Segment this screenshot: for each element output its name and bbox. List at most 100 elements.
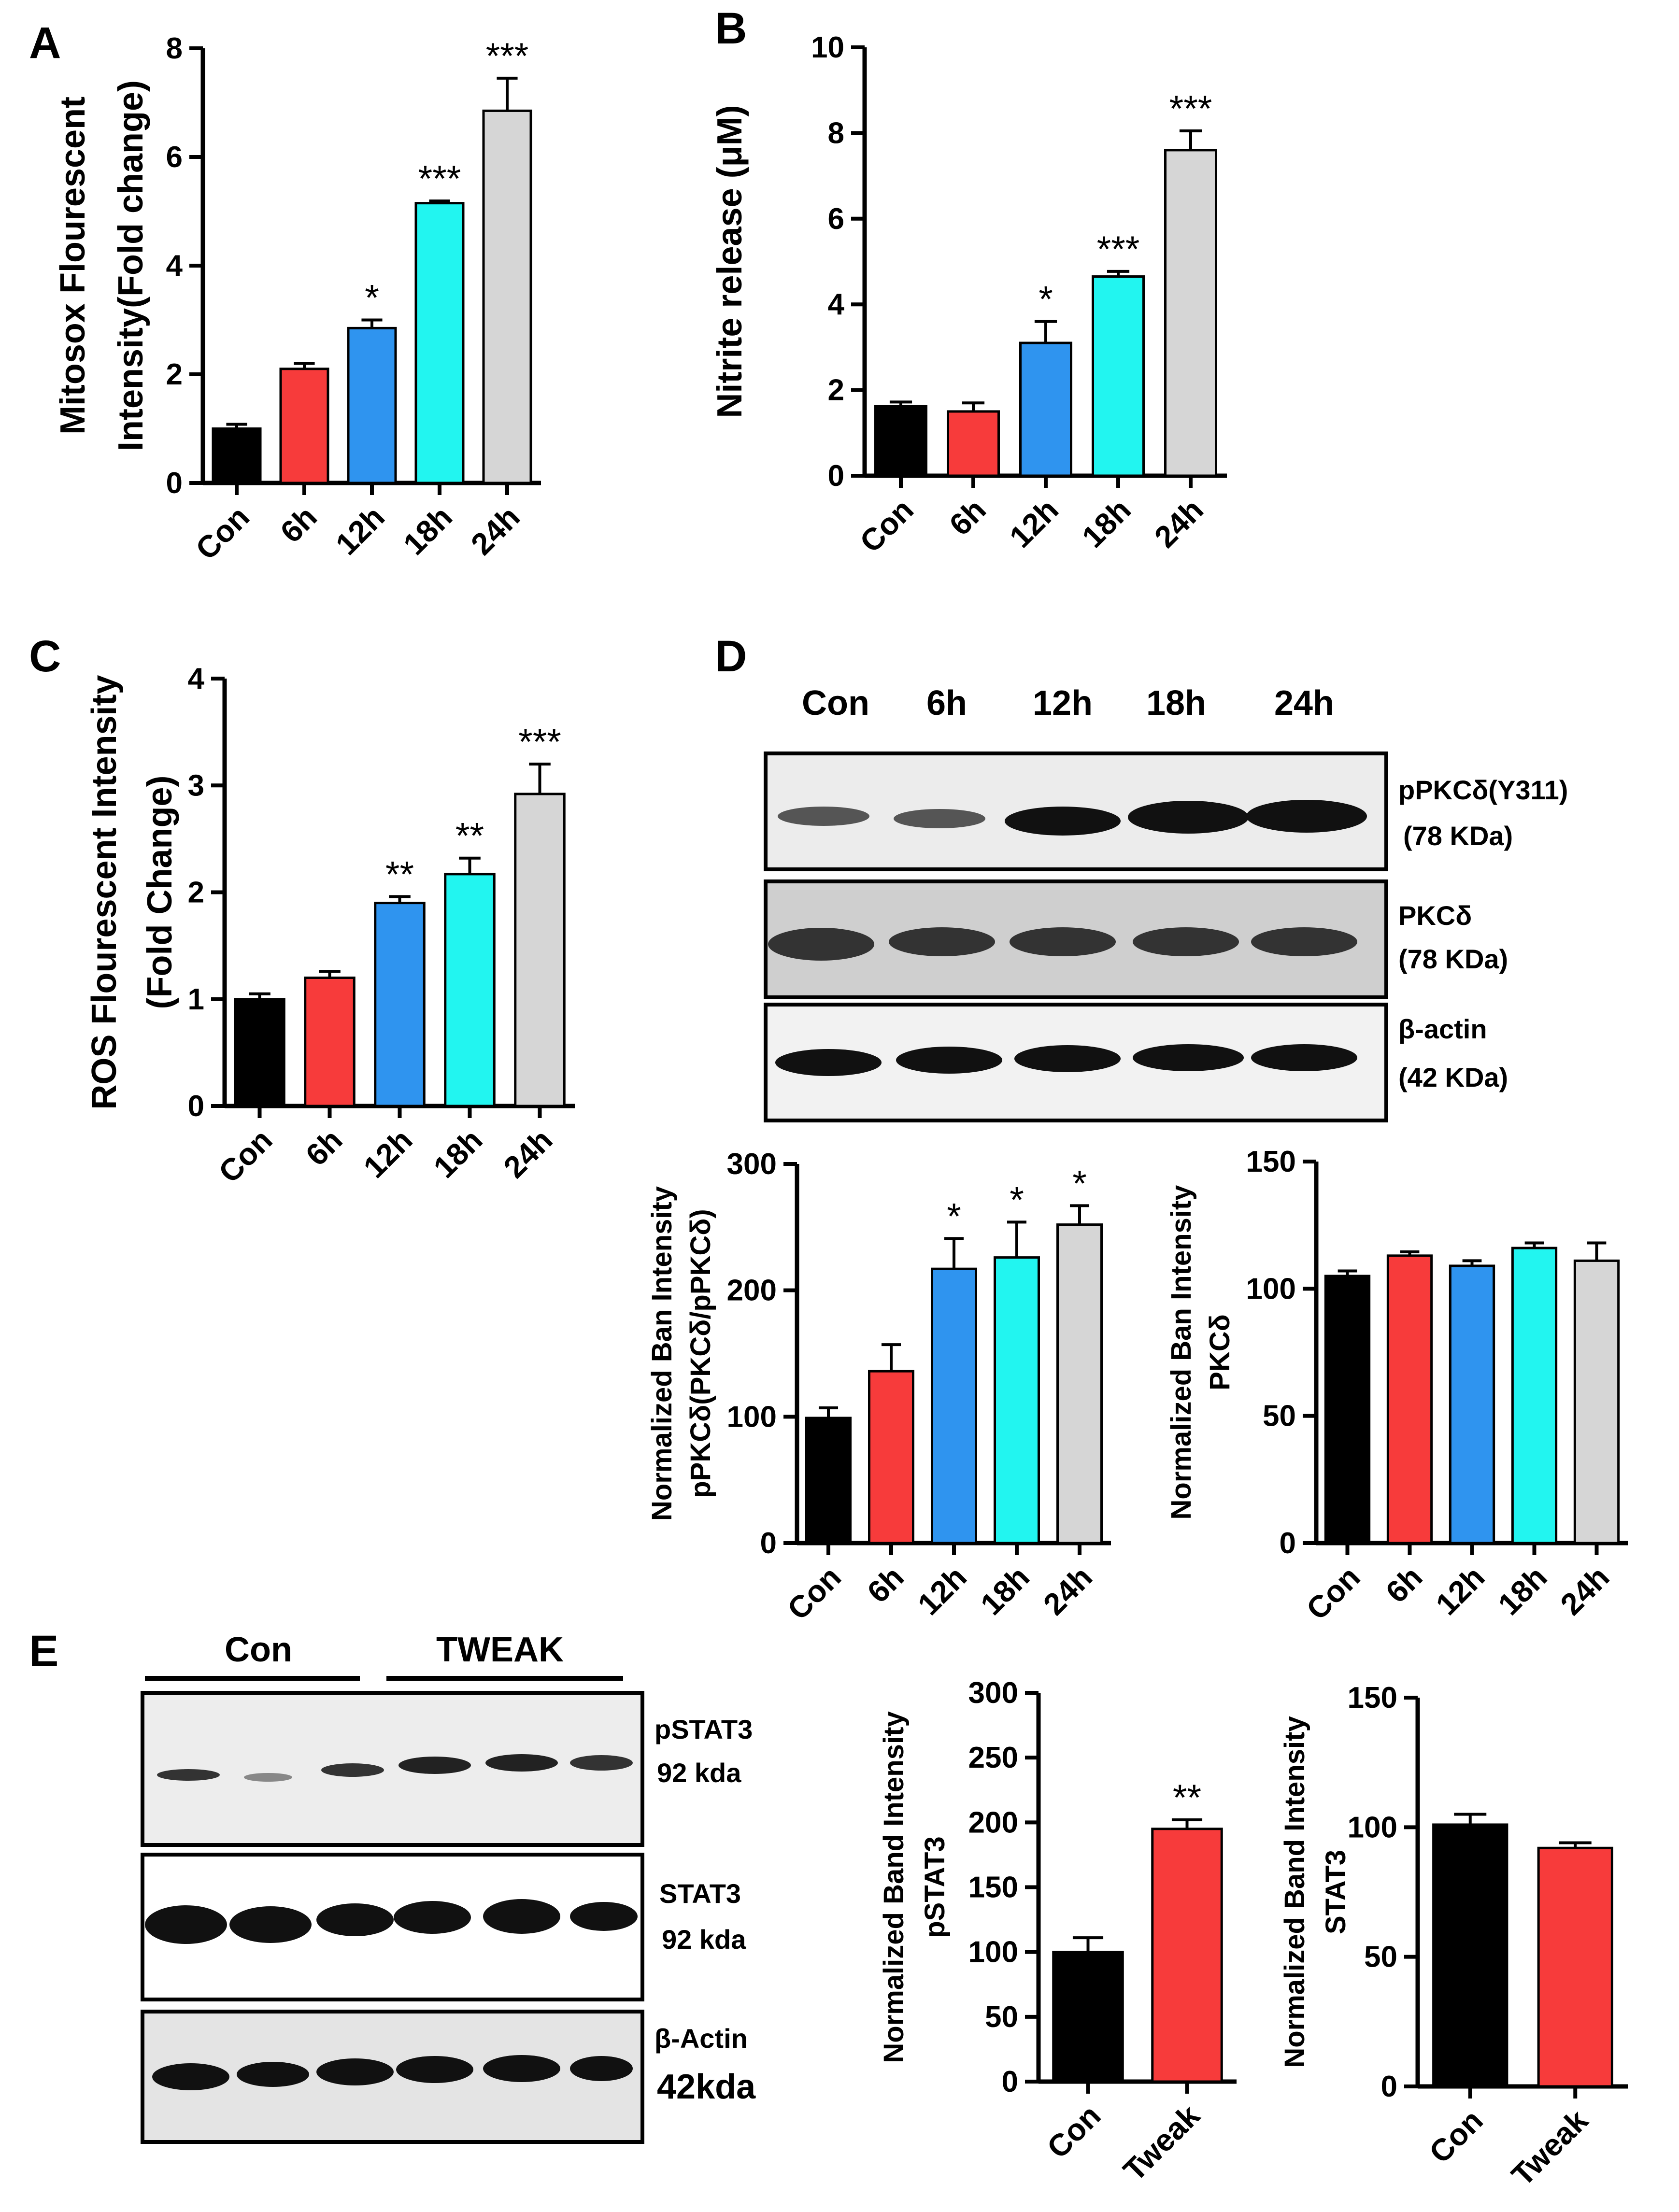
x-tick-label: Tweak	[1116, 2098, 1206, 2188]
bar	[374, 902, 426, 1107]
blot-band	[778, 807, 869, 826]
chart-d-pkc: 0 50 100 150 Normalized Ban Intensity PKCδ Con…	[1166, 1145, 1628, 1627]
panel-letter-d: D	[715, 632, 747, 681]
y-axis-label: (Fold Change)	[141, 776, 179, 1009]
blot-band	[1251, 927, 1357, 956]
blot-band	[398, 1757, 471, 1774]
blot-band	[396, 2056, 473, 2083]
blot-band	[1128, 801, 1249, 834]
bar	[234, 998, 285, 1107]
bar	[1537, 1846, 1613, 2088]
x-tick-label: 12h	[357, 1122, 419, 1185]
y-tick-label: 10	[811, 31, 844, 64]
y-tick-label: 6	[828, 202, 844, 236]
blot-band	[394, 1901, 471, 1934]
x-tick-label: 24h	[1554, 1560, 1616, 1622]
y-tick-label: 0	[188, 1090, 204, 1123]
x-tick-label: 18h	[397, 499, 459, 562]
bar	[994, 1256, 1040, 1545]
x-tick-label: 24h	[1037, 1560, 1099, 1622]
significance-label: **	[1173, 1777, 1201, 1818]
y-tick-label: 6	[166, 141, 183, 174]
significance-label: ***	[518, 722, 561, 763]
y-tick-label: 50	[1364, 1941, 1397, 1974]
blot-e-row-size: 92 kda	[657, 1758, 741, 1788]
x-tick-label: 24h	[497, 1122, 559, 1185]
bar	[947, 410, 1000, 477]
y-axis-label: ROS Flourescent Intensity	[85, 675, 124, 1109]
blot-d-lane-label: Con	[802, 684, 869, 723]
x-tick-label: 6h	[860, 1560, 911, 1610]
y-axis-label: Normalized Ban Intensity	[646, 1186, 678, 1521]
bar	[444, 873, 496, 1107]
bar	[1432, 1823, 1508, 2088]
blot-band	[1251, 1044, 1357, 1071]
blot-e-row-label: STAT3	[659, 1878, 741, 1909]
blot-band	[1246, 800, 1367, 833]
bar	[874, 405, 927, 477]
x-tick-label: 24h	[464, 499, 526, 562]
y-tick-label: 150	[968, 1871, 1018, 1904]
blot-band	[570, 2056, 633, 2081]
bar	[931, 1267, 977, 1545]
blot-d-row-label: PKCδ	[1398, 900, 1472, 931]
blot-band	[775, 1049, 882, 1076]
blot-band	[570, 1902, 638, 1931]
blot-band	[485, 1754, 558, 1772]
bar	[1386, 1254, 1433, 1545]
x-tick-label: 6h	[299, 1122, 349, 1173]
x-tick-label: 12h	[1003, 492, 1065, 554]
y-tick-label: 200	[968, 1806, 1018, 1839]
blot-band	[1133, 1044, 1244, 1071]
x-tick-label: 12h	[911, 1560, 973, 1622]
x-tick-label: 6h	[1379, 1560, 1429, 1610]
chart-e-pstat3: 0 50 100 150 200 250 300 Normalized Band Intens…	[878, 1676, 1237, 2188]
x-tick-label: 24h	[1148, 492, 1210, 554]
y-tick-label: 200	[727, 1274, 777, 1307]
blot-d-row-label: β-actin	[1398, 1014, 1487, 1044]
significance-label: ***	[486, 36, 529, 77]
blot-e-row-size: 42kda	[657, 2068, 756, 2106]
y-tick-label: 1	[188, 983, 204, 1016]
bar	[805, 1417, 852, 1545]
chart-a-mitosox: 0 2 4 6 8 Mitosox Flourescent Intensity(Fold c…	[54, 32, 541, 567]
blot-band	[1010, 927, 1116, 956]
significance-label: *	[1010, 1179, 1024, 1220]
y-tick-label: 0	[1002, 2065, 1018, 2099]
bar	[414, 202, 465, 484]
bar	[514, 793, 566, 1107]
bar	[1092, 275, 1145, 477]
blot-d-lane-label: 18h	[1146, 684, 1206, 723]
panel-letter-a: A	[29, 18, 61, 68]
significance-label: *	[1072, 1163, 1087, 1204]
blot-band	[145, 1905, 227, 1944]
chart-e-stat3: 0 50 100 150 Normalized Band Intensity STAT3 C…	[1279, 1681, 1628, 2193]
bar	[347, 326, 397, 484]
y-tick-label: 50	[985, 2000, 1018, 2034]
blot-d-row-size: (78 KDa)	[1398, 944, 1508, 974]
x-tick-label: Con	[781, 1560, 848, 1627]
blot-band	[483, 1899, 560, 1934]
x-tick-label: Con	[1423, 2103, 1490, 2170]
y-tick-label: 100	[1348, 1811, 1397, 1844]
y-axis-label: Mitosox Flourescent	[54, 97, 92, 435]
chart-b-nitrite: 0 2 4 6 8 10 Nitrite release (μM) Con 6h * 12h *** 1…	[711, 31, 1227, 559]
bar	[1573, 1259, 1620, 1545]
y-tick-label: 8	[828, 116, 844, 150]
y-axis-label: pPKCδ(PKCδ/pPKCδ)	[685, 1209, 716, 1498]
y-tick-label: 4	[828, 288, 845, 321]
bar	[482, 109, 532, 484]
y-tick-label: 0	[828, 459, 844, 493]
blot-band	[316, 2058, 394, 2085]
x-tick-label: 18h	[1492, 1560, 1554, 1622]
blot-band	[1133, 927, 1239, 956]
y-tick-label: 50	[1263, 1400, 1296, 1433]
blot-d-row-label: pPKCδ(Y311)	[1398, 775, 1568, 805]
x-tick-label: Con	[189, 499, 256, 567]
blot-d-row-size: (42 KDa)	[1398, 1062, 1508, 1092]
y-axis-label: Normalized Band Intensity	[1279, 1716, 1310, 2068]
x-tick-label: Con	[1040, 2098, 1108, 2165]
blot-band	[896, 1047, 1002, 1074]
blot-band	[483, 2055, 560, 2082]
